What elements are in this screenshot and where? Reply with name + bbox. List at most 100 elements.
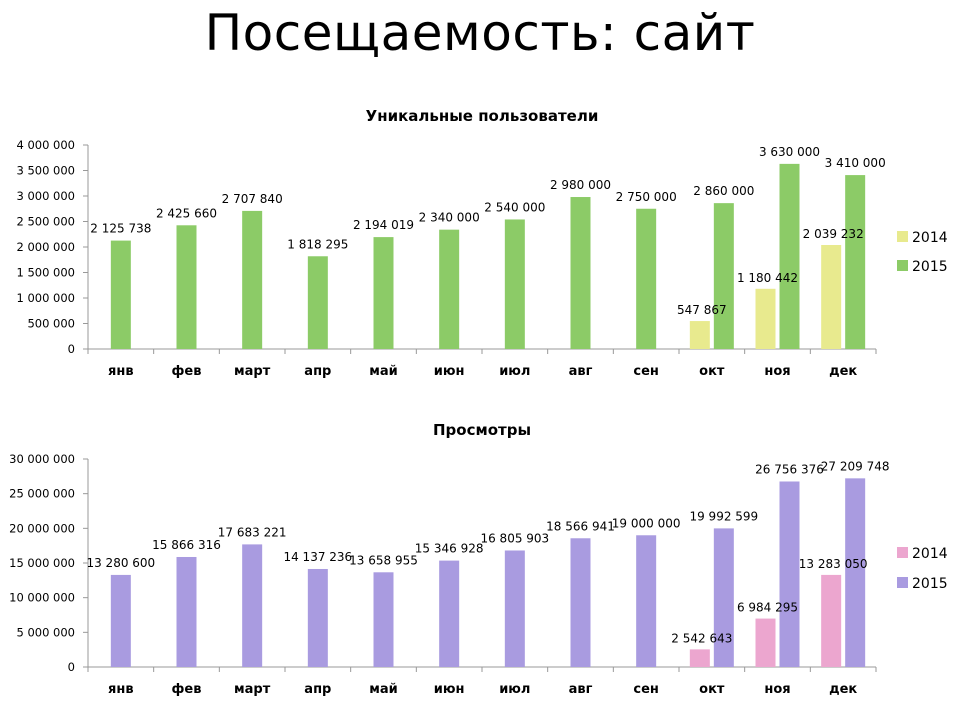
legend-swatch-2015 [897, 577, 908, 588]
bar-2015-фев [176, 556, 197, 667]
data-label-2014: 6 984 295 [737, 601, 798, 615]
bar-2015-май [373, 237, 394, 349]
bar-2015-ноя [779, 163, 800, 349]
data-label-2015: 17 683 221 [218, 525, 287, 539]
data-label-2015: 19 000 000 [612, 516, 681, 530]
data-label-2015: 16 805 903 [480, 531, 549, 545]
data-label-2014: 1 180 442 [737, 271, 798, 285]
legend-label-2014: 2014 [912, 546, 948, 562]
legend-label-2014: 2014 [912, 230, 948, 246]
data-label-2015: 2 540 000 [484, 200, 545, 214]
bar-2015-июн [439, 229, 460, 349]
x-tick-label: апр [304, 364, 331, 379]
x-tick-label: окт [699, 364, 725, 379]
data-label-2014: 2 039 232 [803, 227, 864, 241]
x-tick-label: янв [108, 364, 134, 379]
x-tick-label: март [234, 364, 271, 379]
data-label-2014: 2 542 643 [671, 631, 732, 645]
bar-2015-июл [504, 550, 525, 667]
bar-2015-окт [713, 528, 734, 667]
data-label-2015: 26 756 376 [755, 462, 824, 476]
data-label-2015: 3 410 000 [825, 156, 886, 170]
bar-2014-окт [689, 649, 710, 667]
x-tick-label: апр [304, 682, 331, 697]
bar-2015-янв [110, 574, 131, 667]
y-tick-label: 500 000 [27, 317, 75, 331]
y-tick-label: 10 000 000 [9, 591, 75, 605]
x-tick-label: авг [569, 682, 593, 697]
data-label-2015: 13 280 600 [86, 556, 155, 570]
x-tick-label: дек [829, 364, 857, 379]
y-tick-label: 15 000 000 [9, 556, 75, 570]
y-tick-label: 0 [68, 660, 75, 674]
x-tick-label: июн [434, 364, 465, 379]
x-tick-label: май [369, 682, 398, 697]
x-tick-label: янв [108, 682, 134, 697]
data-label-2015: 15 866 316 [152, 538, 221, 552]
data-label-2015: 2 750 000 [616, 190, 677, 204]
bar-2015-март [242, 544, 263, 667]
data-label-2015: 2 860 000 [693, 184, 754, 198]
y-tick-label: 3 000 000 [16, 189, 75, 203]
legend-swatch-2014 [897, 231, 908, 242]
bar-2015-авг [570, 538, 591, 667]
data-label-2015: 14 137 236 [283, 550, 352, 564]
x-tick-label: май [369, 364, 398, 379]
data-label-2015: 2 125 738 [90, 222, 151, 236]
x-tick-label: сен [633, 364, 659, 379]
legend-swatch-2015 [897, 260, 908, 271]
y-tick-label: 20 000 000 [9, 521, 75, 535]
chart-title: Просмотры [433, 421, 531, 439]
data-label-2015: 1 818 295 [287, 237, 348, 251]
bar-2014-дек [821, 574, 842, 667]
bar-2014-окт [689, 321, 710, 349]
bar-2015-авг [570, 197, 591, 349]
bar-2014-ноя [755, 618, 776, 667]
bar-2015-апр [307, 256, 328, 349]
data-label-2015: 2 980 000 [550, 178, 611, 192]
x-tick-label: ноя [764, 364, 790, 379]
x-tick-label: авг [569, 364, 593, 379]
data-label-2014: 547 867 [677, 303, 727, 317]
y-tick-label: 0 [68, 342, 75, 356]
legend-label-2015: 2015 [912, 576, 948, 592]
y-tick-label: 2 500 000 [16, 215, 75, 229]
bar-2015-март [242, 210, 263, 349]
bar-2015-сен [636, 535, 657, 667]
y-tick-label: 1 500 000 [16, 266, 75, 280]
data-label-2015: 27 209 748 [821, 459, 890, 473]
legend-swatch-2014 [897, 547, 908, 558]
bar-2015-дек [845, 175, 866, 349]
bar-2015-май [373, 572, 394, 667]
bar-2015-июн [439, 560, 460, 667]
y-tick-label: 3 500 000 [16, 164, 75, 178]
bar-2015-июл [504, 219, 525, 349]
y-tick-label: 2 000 000 [16, 240, 75, 254]
data-label-2015: 15 346 928 [415, 542, 484, 556]
page-title: Посещаемость: сайт [204, 4, 756, 62]
bar-2014-ноя [755, 288, 776, 349]
data-label-2015: 2 707 840 [222, 192, 283, 206]
bar-2015-окт [713, 203, 734, 349]
data-label-2014: 13 283 050 [799, 557, 868, 571]
x-tick-label: ноя [764, 682, 790, 697]
bar-2015-ноя [779, 481, 800, 667]
pageviews-chart: Просмотры 0 5 000 000 10 000 000 15 000 000 2… [9, 421, 948, 697]
y-tick-label: 30 000 000 [9, 452, 75, 466]
y-tick-label: 1 000 000 [16, 291, 75, 305]
bar-2014-дек [821, 244, 842, 349]
data-label-2015: 3 630 000 [759, 145, 820, 159]
bar-2015-янв [110, 240, 131, 349]
data-label-2015: 2 340 000 [419, 211, 480, 225]
data-label-2015: 2 194 019 [353, 218, 414, 232]
data-label-2015: 18 566 941 [546, 519, 615, 533]
y-tick-label: 25 000 000 [9, 487, 75, 501]
x-tick-label: сен [633, 682, 659, 697]
x-tick-label: март [234, 682, 271, 697]
x-tick-label: июл [499, 682, 530, 697]
x-tick-label: фев [172, 364, 202, 379]
bar-2015-фев [176, 225, 197, 349]
bar-2015-апр [307, 568, 328, 667]
y-tick-label: 4 000 000 [16, 138, 75, 152]
y-tick-label: 5 000 000 [16, 625, 75, 639]
